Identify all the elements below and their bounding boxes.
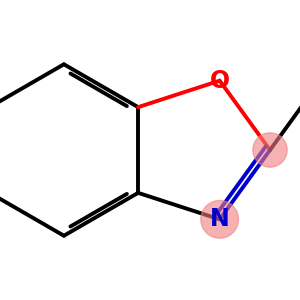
Circle shape [253, 133, 287, 167]
Circle shape [201, 200, 238, 238]
Text: O: O [210, 69, 230, 93]
Text: N: N [210, 207, 230, 231]
